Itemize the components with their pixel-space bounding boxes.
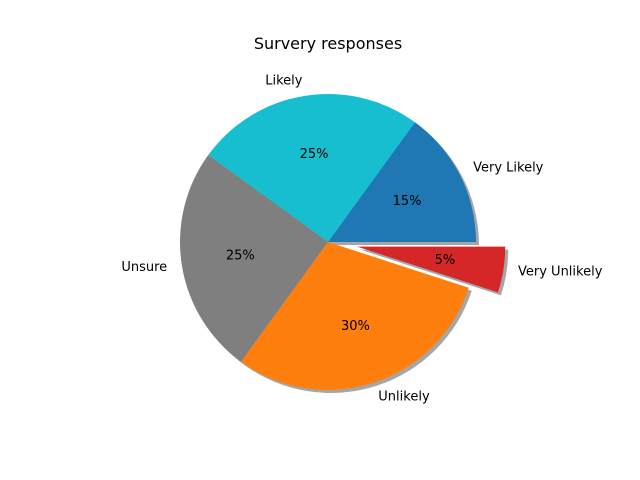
pct-label-very-unlikely: 5% — [435, 253, 456, 268]
pct-label-likely: 25% — [300, 147, 329, 162]
slice-very-likely — [328, 122, 476, 242]
chart-title: Survery responses — [254, 34, 402, 53]
slice-label-unlikely: Unlikely — [378, 389, 430, 404]
pct-label-very-likely: 15% — [393, 194, 422, 209]
pct-label-unsure: 25% — [226, 248, 255, 263]
slice-label-very-unlikely: Very Unlikely — [518, 265, 603, 280]
label-layer: Very Likely 15% Likely 25% Unsure 25% Unlikely… — [121, 74, 602, 405]
slice-very-unlikely — [357, 246, 506, 293]
slice-unlikely — [241, 242, 469, 390]
slice-layer — [180, 94, 506, 390]
slice-unsure — [180, 155, 328, 362]
slice-label-unsure: Unsure — [121, 260, 167, 275]
slice-label-likely: Likely — [265, 74, 303, 89]
pct-label-unlikely: 30% — [341, 319, 370, 334]
slice-likely — [208, 94, 415, 242]
slice-label-very-likely: Very Likely — [473, 161, 544, 176]
